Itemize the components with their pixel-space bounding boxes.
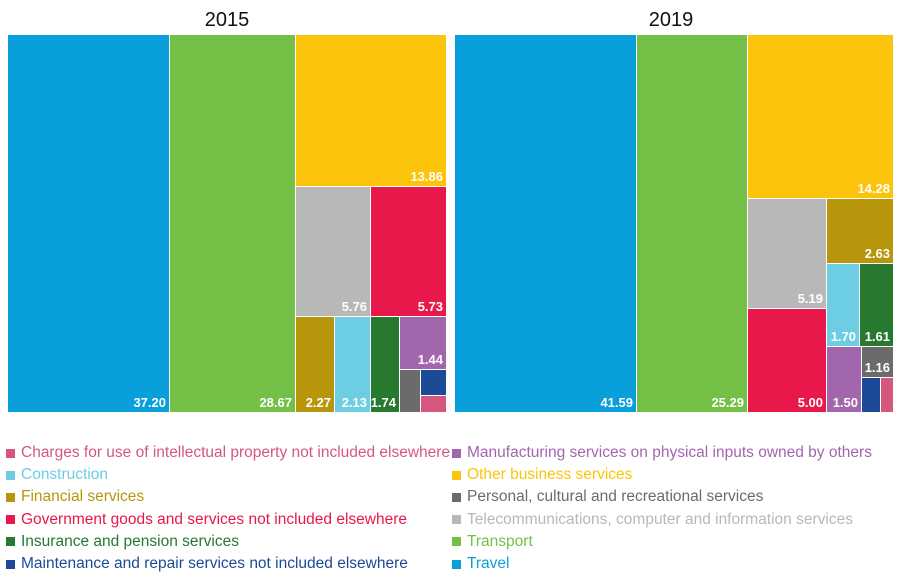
panel-title: 2019 <box>649 9 694 31</box>
legend-item: Financial services <box>6 486 450 508</box>
value-label-manufacturing-services-on-physical-inputs-owned-by-others: 1.44 <box>418 352 444 367</box>
legend-label: Construction <box>21 466 109 484</box>
legend-label: Financial services <box>21 488 145 506</box>
treemap-cell-construction <box>335 317 370 412</box>
legend-item: Construction <box>6 464 450 486</box>
legend-item: Personal, cultural and recreational serv… <box>452 486 872 508</box>
legend-label: Travel <box>467 554 510 572</box>
legend-column-right: Manufacturing services on physical input… <box>452 442 872 575</box>
treemap-cell-maintenance-and-repair-services-not-included-elsewhere <box>421 370 446 395</box>
treemap-cell-manufacturing-services-on-physical-inputs-owned-by-others <box>827 347 861 412</box>
legend-swatch <box>6 515 15 525</box>
legend-swatch <box>6 559 15 569</box>
legend-item: Travel <box>452 553 872 575</box>
value-label-construction: 1.70 <box>831 329 856 344</box>
legend-label: Other business services <box>467 466 633 484</box>
legend-item: Government goods and services not includ… <box>6 509 450 531</box>
value-label-financial-services: 2.63 <box>865 246 890 261</box>
legend-item: Manufacturing services on physical input… <box>452 442 872 464</box>
treemap-panel-2019: 2019 41.59 25.29 14.28 5.19 5.00 2.63 1.70 1.61 1… <box>455 9 893 412</box>
legend-label: Telecommunications, computer and informa… <box>467 510 853 528</box>
treemap-cell-transport <box>637 35 747 412</box>
treemap-cell-travel <box>8 35 169 412</box>
legend-swatch <box>452 537 461 547</box>
panel-title: 2015 <box>205 9 250 31</box>
treemap-cell-telecommunications-computer-and-information-services <box>296 187 370 316</box>
legend-label: Manufacturing services on physical input… <box>467 444 872 461</box>
treemap-cell-personal-cultural-and-recreational-services <box>400 370 420 412</box>
value-label-transport: 25.29 <box>711 395 744 410</box>
value-label-government-goods-and-services-not-included-elsewhere: 5.00 <box>798 395 823 410</box>
legend-swatch <box>6 470 15 480</box>
legend-item: Transport <box>452 531 872 553</box>
legend-swatch <box>452 559 461 569</box>
treemap-svg: 2015 37.20 28.67 13.86 5.76 5.73 2.27 2.13 1.74 1… <box>8 9 893 412</box>
treemap-cell-charges-for-use-of-intellectual-property-not-included-elsewhere <box>421 396 446 412</box>
treemap-cell-other-business-services <box>748 35 893 198</box>
legend-label: Personal, cultural and recreational serv… <box>467 488 764 506</box>
legend-swatch <box>6 537 15 547</box>
treemap-cell-financial-services <box>827 199 893 263</box>
value-label-insurance-and-pension-services: 1.61 <box>865 329 890 344</box>
value-label-construction: 2.13 <box>342 395 367 410</box>
value-label-financial-services: 2.27 <box>306 395 331 410</box>
legend-item: Telecommunications, computer and informa… <box>452 509 872 531</box>
treemap-cell-construction <box>827 264 859 346</box>
treemap-cell-manufacturing-services-on-physical-inputs-owned-by-others <box>400 317 446 369</box>
treemap-cell-maintenance-and-repair-services-not-included-elsewhere <box>862 378 880 412</box>
treemap-cell-personal-cultural-and-recreational-services <box>862 347 893 377</box>
legend-swatch <box>452 470 461 480</box>
legend-item: Charges for use of intellectual property… <box>6 442 450 464</box>
legend-column-left: Charges for use of intellectual property… <box>6 442 450 575</box>
legend-swatch <box>6 492 15 502</box>
treemap-cell-financial-services <box>296 317 334 412</box>
treemap-cell-transport <box>170 35 295 412</box>
legend-item: Maintenance and repair services not incl… <box>6 553 450 575</box>
treemap-cell-government-goods-and-services-not-included-elsewhere <box>748 309 826 412</box>
legend-label: Transport <box>467 532 533 550</box>
value-label-insurance-and-pension-services: 1.74 <box>371 395 397 410</box>
legend-label: Insurance and pension services <box>21 532 239 550</box>
treemap-cell-government-goods-and-services-not-included-elsewhere <box>371 187 446 316</box>
legend-swatch <box>452 515 461 525</box>
treemap-cell-insurance-and-pension-services <box>371 317 399 412</box>
value-label-travel: 41.59 <box>600 395 633 410</box>
legend-label: Government goods and services not includ… <box>21 510 408 528</box>
legend-swatch <box>452 492 461 502</box>
treemap-cell-charges-for-use-of-intellectual-property-not-included-elsewhere <box>881 378 893 412</box>
legend: Charges for use of intellectual property… <box>0 442 902 578</box>
treemap-cell-telecommunications-computer-and-information-services <box>748 199 826 308</box>
treemap-panel-2015: 2015 37.20 28.67 13.86 5.76 5.73 2.27 2.13 1.74 1… <box>8 9 446 412</box>
legend-label: Maintenance and repair services not incl… <box>21 554 408 572</box>
value-label-manufacturing-services-on-physical-inputs-owned-by-others: 1.50 <box>833 395 858 410</box>
treemap-cell-other-business-services <box>296 35 446 186</box>
value-label-other-business-services: 14.28 <box>857 181 890 196</box>
legend-swatch <box>452 448 461 458</box>
value-label-travel: 37.20 <box>133 395 166 410</box>
value-label-personal-cultural-and-recreational-services: 1.16 <box>865 360 890 375</box>
treemap-cell-travel <box>455 35 636 412</box>
value-label-government-goods-and-services-not-included-elsewhere: 5.73 <box>418 299 443 314</box>
treemap-cell-insurance-and-pension-services <box>860 264 893 346</box>
value-label-telecommunications-computer-and-information-services: 5.76 <box>342 299 367 314</box>
value-label-transport: 28.67 <box>259 395 292 410</box>
value-label-other-business-services: 13.86 <box>410 169 443 184</box>
legend-label: Charges for use of intellectual property… <box>21 444 451 461</box>
value-label-telecommunications-computer-and-information-services: 5.19 <box>798 291 823 306</box>
legend-item: Other business services <box>452 464 872 486</box>
legend-swatch <box>6 448 15 458</box>
legend-item: Insurance and pension services <box>6 531 450 553</box>
